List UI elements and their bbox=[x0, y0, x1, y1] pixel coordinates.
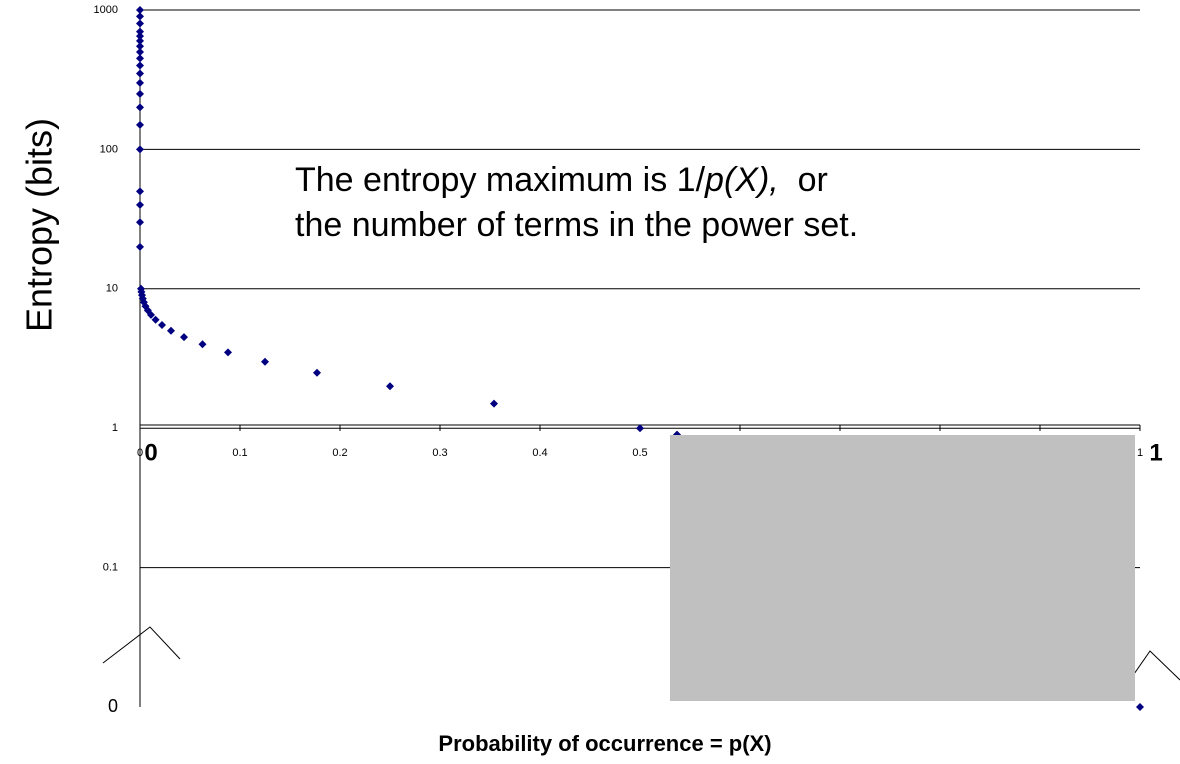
point bbox=[136, 218, 144, 227]
point bbox=[180, 333, 188, 342]
y-tick-label: 1000 bbox=[94, 4, 118, 16]
point bbox=[136, 78, 144, 87]
x-tick-label: 0.3 bbox=[432, 447, 447, 459]
y-tick-label: 100 bbox=[100, 143, 118, 155]
x-tick-label: 0.5 bbox=[632, 447, 647, 459]
point bbox=[136, 32, 144, 41]
point bbox=[136, 54, 144, 63]
y-tick-label: 0.1 bbox=[103, 562, 118, 574]
x-tick-label: 0 bbox=[137, 447, 143, 459]
point bbox=[136, 61, 144, 70]
y-tick-label: 1 bbox=[112, 422, 118, 434]
point bbox=[136, 36, 144, 45]
annotation: The entropy maximum is 1/p(X), or bbox=[295, 161, 828, 199]
axis-break bbox=[102, 626, 181, 664]
point bbox=[136, 103, 144, 112]
y-tick-label: 0 bbox=[108, 696, 118, 716]
point bbox=[137, 284, 145, 293]
x-axis-title: Probability of occurrence = p(X) bbox=[438, 731, 771, 756]
point bbox=[136, 12, 144, 21]
point bbox=[136, 89, 144, 98]
x-tick-label: 0.2 bbox=[332, 447, 347, 459]
y-tick-label: 10 bbox=[106, 283, 118, 295]
point bbox=[136, 242, 144, 251]
legend-cover bbox=[670, 435, 1135, 701]
point bbox=[136, 6, 144, 14]
point bbox=[151, 315, 160, 324]
x-tick-label: 0.4 bbox=[532, 447, 547, 459]
x-end-label: 1 bbox=[1149, 439, 1162, 466]
y-axis-title: Entropy (bits) bbox=[19, 118, 60, 332]
point bbox=[167, 326, 175, 335]
point bbox=[224, 348, 232, 357]
point bbox=[136, 19, 144, 28]
annotation-part: or bbox=[779, 161, 828, 199]
point bbox=[490, 399, 498, 408]
point bbox=[158, 320, 166, 329]
point bbox=[198, 340, 207, 349]
point bbox=[261, 357, 269, 366]
point bbox=[136, 69, 144, 78]
x-tick-label: 1 bbox=[1137, 447, 1143, 459]
annotation-part: The entropy maximum is 1/ bbox=[295, 161, 706, 199]
x-end-label: 0 bbox=[144, 439, 157, 466]
point bbox=[386, 382, 394, 391]
point bbox=[313, 368, 321, 377]
point bbox=[136, 120, 144, 129]
point bbox=[1136, 703, 1144, 711]
point bbox=[136, 47, 144, 56]
annotation-part: p(X), bbox=[704, 161, 779, 199]
point bbox=[136, 27, 144, 36]
x-tick-label: 0.1 bbox=[232, 447, 247, 459]
point bbox=[136, 187, 144, 196]
annotation: the number of terms in the power set. bbox=[295, 206, 858, 244]
point bbox=[136, 42, 144, 51]
point bbox=[136, 200, 144, 209]
point bbox=[636, 424, 644, 433]
point bbox=[136, 145, 144, 154]
